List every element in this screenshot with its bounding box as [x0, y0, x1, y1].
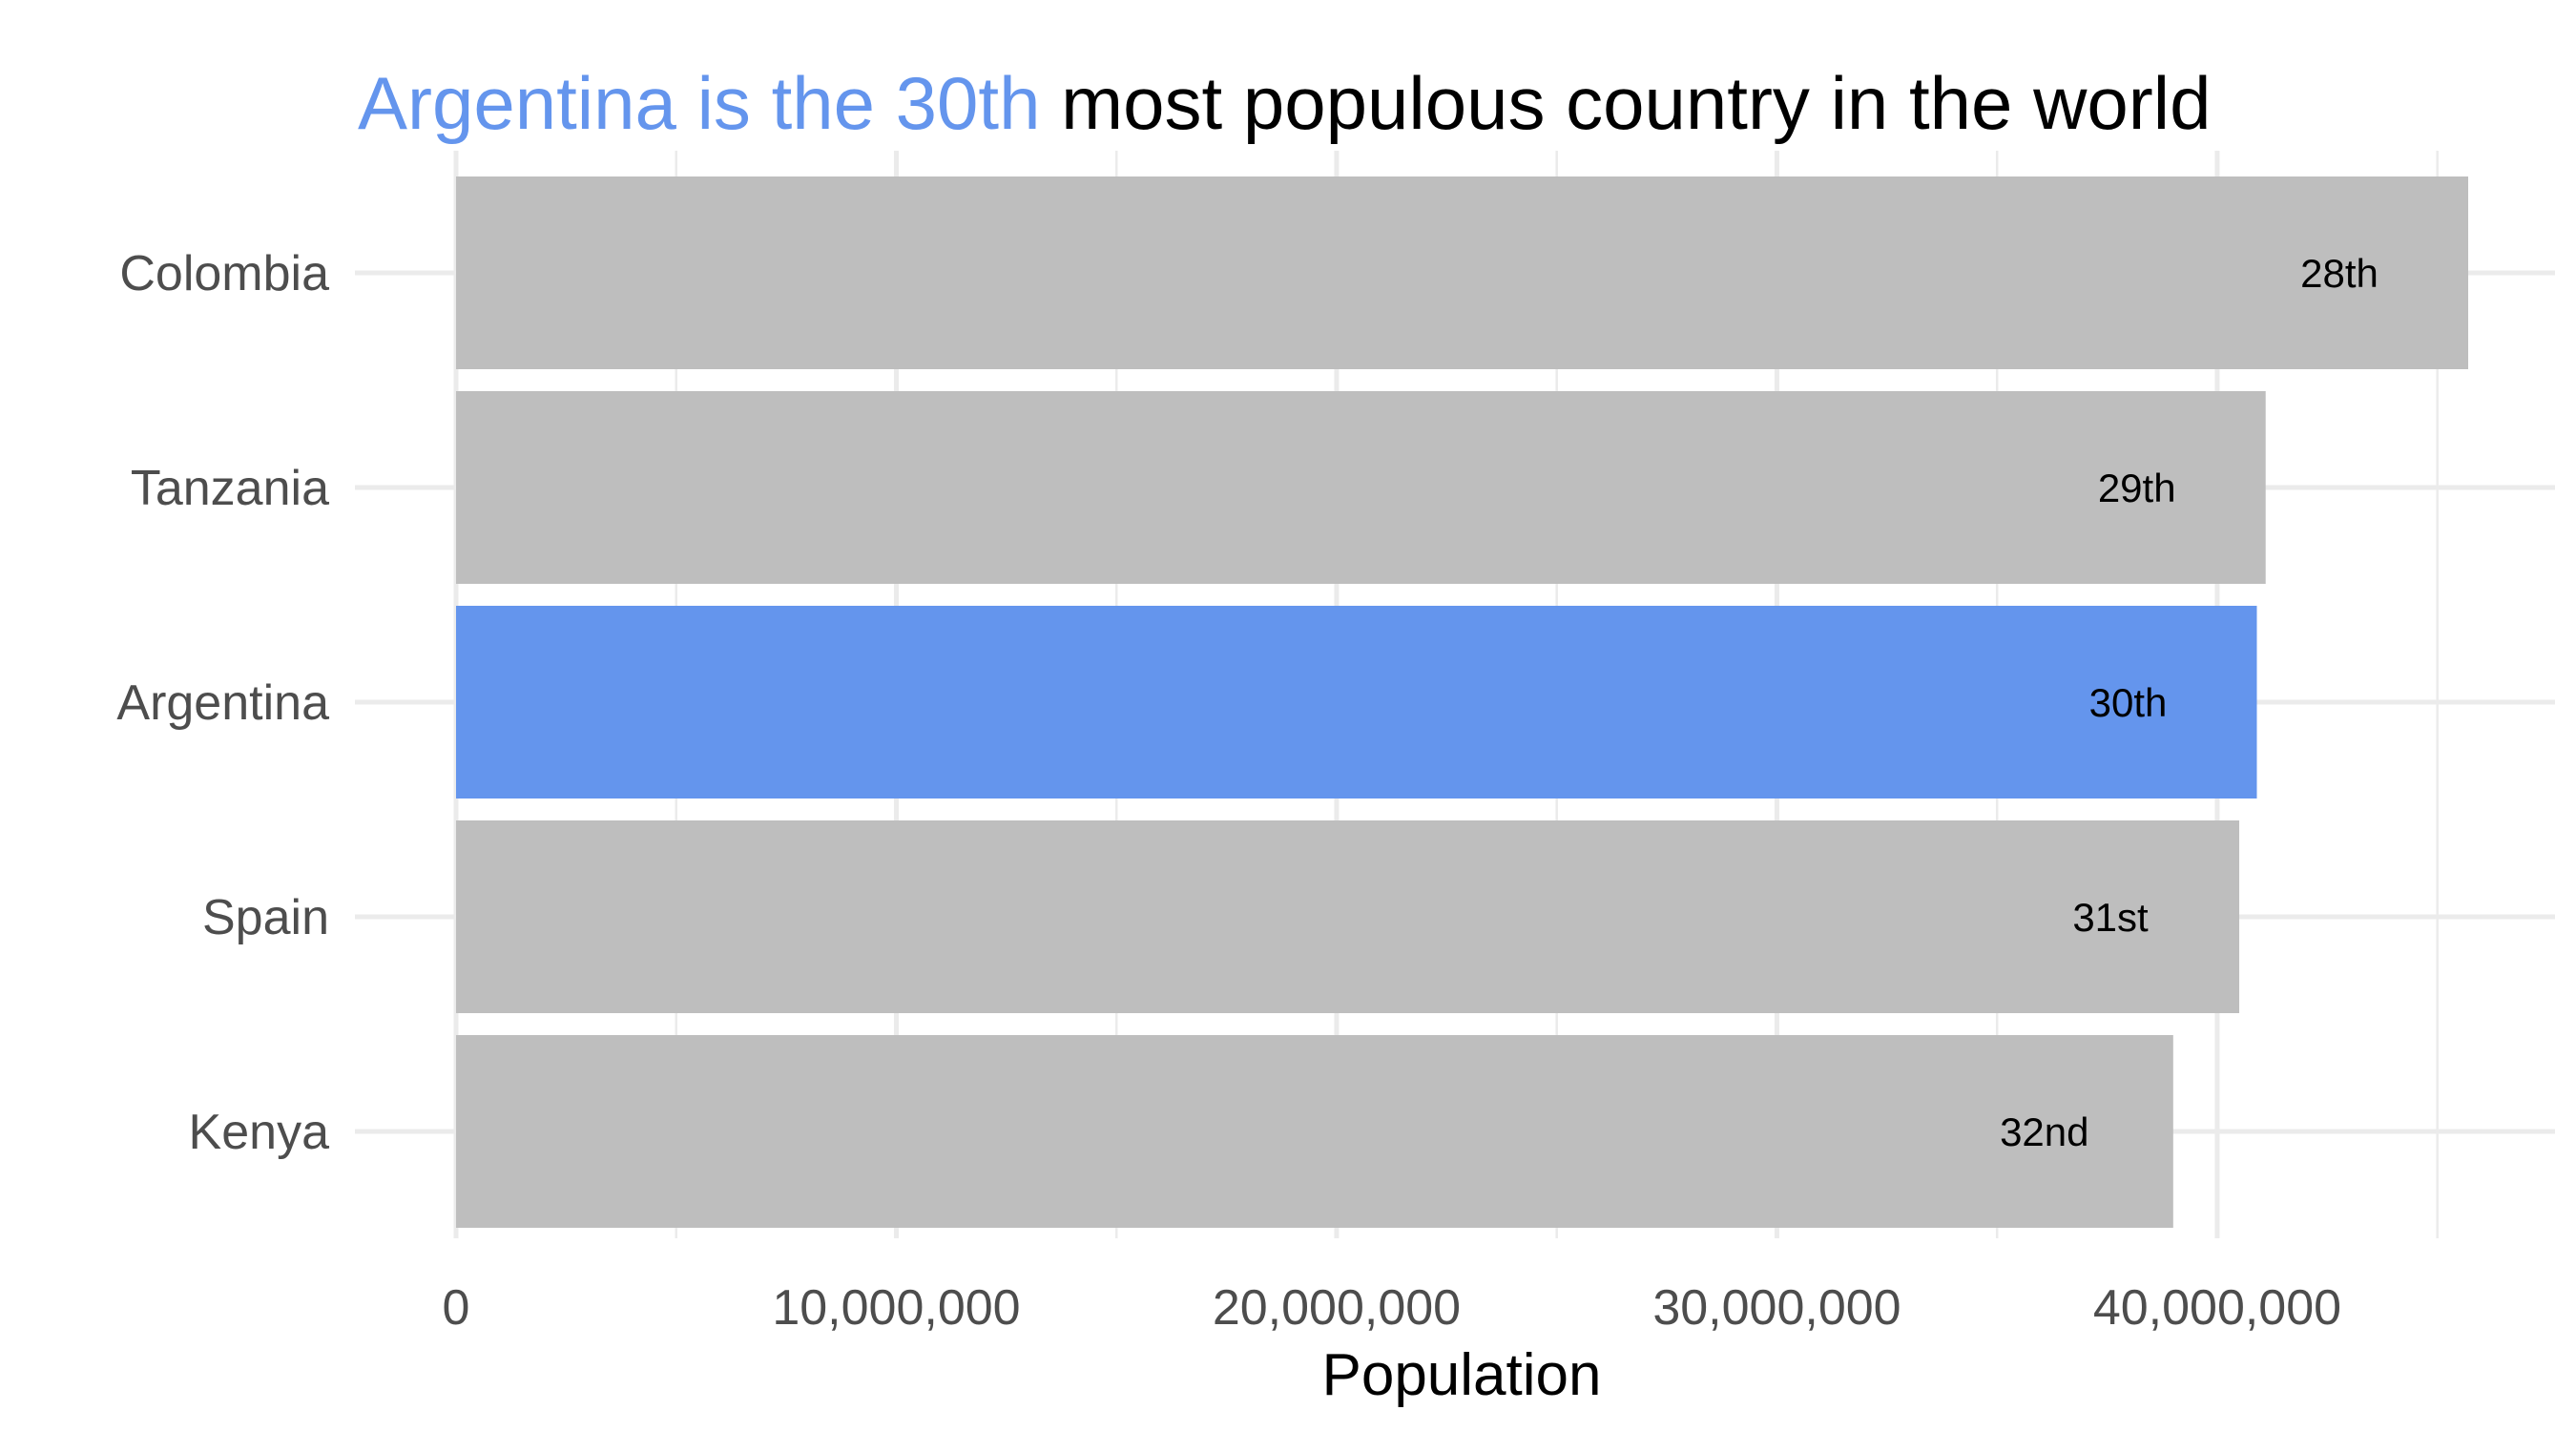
- x-axis-title: Population: [1321, 1342, 1601, 1408]
- y-tick-label: Colombia: [119, 246, 329, 301]
- bar-kenya: [456, 1035, 2173, 1228]
- y-tick-label: Tanzania: [131, 461, 329, 516]
- bar-rank-label: 28th: [2300, 251, 2379, 296]
- y-axis-tick-labels: Colombia Tanzania Argentina Spain Kenya: [116, 246, 329, 1160]
- x-tick-label: 20,000,000: [1213, 1280, 1461, 1336]
- bars: [456, 176, 2468, 1228]
- chart-title-rest: most populous country in the world: [1040, 61, 2211, 145]
- x-tick-label: 40,000,000: [2093, 1280, 2341, 1336]
- y-tick-label: Kenya: [189, 1105, 330, 1160]
- bar-spain: [456, 820, 2240, 1013]
- bar-rank-label: 32nd: [2000, 1110, 2088, 1154]
- x-tick-label: 0: [443, 1280, 470, 1336]
- bar-argentina: [456, 606, 2257, 798]
- x-axis-tick-labels: 0 10,000,000 20,000,000 30,000,000 40,000,00…: [443, 1280, 2342, 1336]
- bar-rank-label: 31st: [2072, 895, 2149, 940]
- chart-title-highlight: Argentina is the 30th: [358, 61, 1040, 145]
- x-tick-label: 30,000,000: [1652, 1280, 1901, 1336]
- chart-title: Argentina is the 30th most populous coun…: [358, 61, 2211, 145]
- bar-rank-label: 30th: [2089, 680, 2168, 725]
- x-tick-label: 10,000,000: [772, 1280, 1020, 1336]
- y-tick-label: Spain: [202, 890, 329, 945]
- y-tick-label: Argentina: [116, 675, 329, 731]
- bar-rank-label: 29th: [2098, 466, 2176, 510]
- bar-tanzania: [456, 391, 2266, 584]
- bar-colombia: [456, 176, 2468, 369]
- bar-rank-labels: 28th 29th 30th 31st 32nd: [2000, 251, 2379, 1154]
